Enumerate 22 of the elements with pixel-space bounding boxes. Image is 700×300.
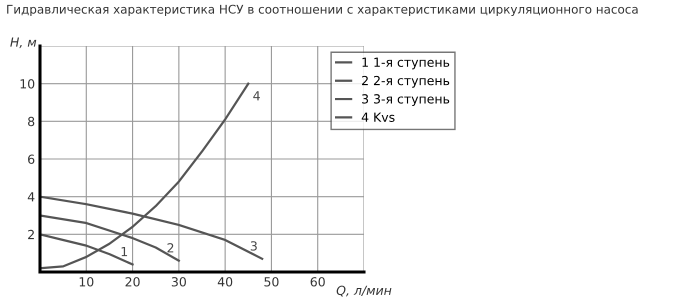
- y-tick-label: 8: [28, 116, 34, 126]
- y-tick-label: 10: [20, 79, 34, 89]
- x-tick-label: 10: [80, 277, 94, 287]
- x-tick-label: 40: [218, 277, 232, 287]
- legend-label: 3 3-я ступень: [362, 94, 450, 106]
- y-tick-label: 2: [28, 230, 34, 240]
- y-tick-label: 4: [28, 192, 34, 202]
- annotation: 4: [253, 91, 260, 100]
- legend-label: 1 1-я ступень: [362, 58, 450, 70]
- x-tick-label: 20: [126, 277, 140, 287]
- legend-label: 4 Kvs: [362, 112, 395, 122]
- y-axis-title: H, м: [10, 38, 36, 48]
- x-axis-title: Q, л/мин: [336, 286, 392, 297]
- legend-label: 2 2-я ступень: [362, 76, 450, 88]
- annotation: 1: [122, 247, 128, 256]
- annotation: 3: [250, 241, 257, 251]
- x-tick-label: 30: [172, 277, 186, 287]
- y-tick-label: 6: [28, 154, 34, 164]
- x-tick-label: 50: [264, 277, 279, 287]
- chart-title: Гидравлическая характеристика НСУ в соотношении с характеристиками циркуляционного насоса: [7, 4, 638, 16]
- annotation: 2: [167, 243, 174, 252]
- x-tick-label: 60: [310, 277, 325, 287]
